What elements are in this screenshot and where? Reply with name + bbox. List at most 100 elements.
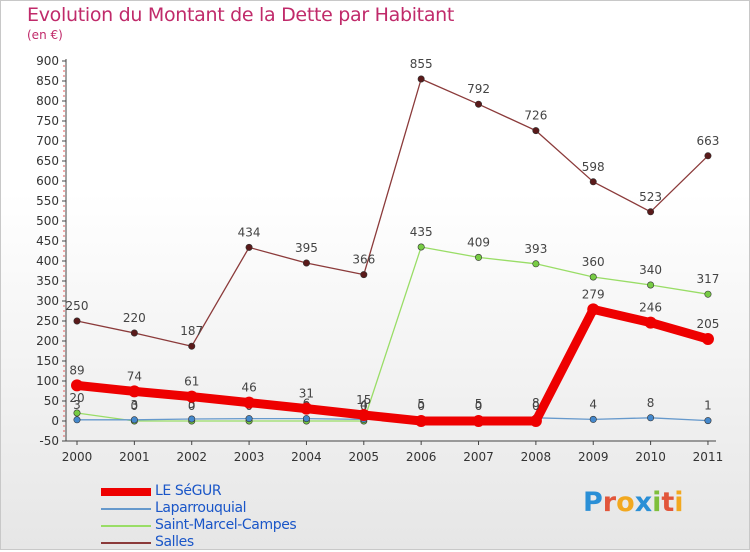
x-tick-label: 2005 [349,450,380,464]
data-point-salles [417,75,425,83]
data-label-saint-marcel-campes: 409 [467,235,490,249]
data-label-saint-marcel-campes: 393 [524,242,547,256]
y-tick-label: 350 [36,274,59,288]
data-label-le-s-gur: 279 [582,287,605,301]
data-label-saint-marcel-campes: 360 [582,255,605,269]
y-tick-label: 550 [36,194,59,208]
data-label-salles: 395 [295,241,318,255]
y-tick-label: 0 [51,414,59,428]
data-point-laparrouquial [130,416,138,424]
data-label-le-s-gur: 89 [69,363,84,377]
y-tick-label: 250 [36,314,59,328]
data-point-salles [704,152,712,160]
data-point-laparrouquial [245,415,253,423]
data-point-saint-marcel-campes [475,253,483,261]
logo-letter: r [602,487,617,518]
x-tick-label: 2008 [521,450,552,464]
legend-swatch [101,488,151,496]
x-tick-label: 2009 [578,450,609,464]
data-label-laparrouquial: 4 [360,397,368,411]
data-label-laparrouquial: 8 [532,396,540,410]
data-point-salles [245,243,253,251]
data-label-laparrouquial: 5 [188,397,196,411]
data-label-saint-marcel-campes: 0 [360,399,368,413]
data-label-saint-marcel-campes: 20 [69,391,84,405]
data-point-le-s-gur [644,316,657,329]
series-line-salles [76,78,709,347]
x-tick-label: 2011 [693,450,724,464]
legend-label: Laparrouquial [155,500,247,516]
data-label-le-s-gur: 61 [184,375,199,389]
data-label-le-s-gur: 205 [697,317,720,331]
y-tick-label: 850 [36,74,59,88]
data-label-saint-marcel-campes: 317 [697,272,720,286]
data-label-salles: 663 [697,134,720,148]
series-line-saint-marcel-campes [76,246,709,422]
data-label-le-s-gur: 74 [127,369,142,383]
data-point-salles [475,100,483,108]
data-label-laparrouquial: 4 [589,397,597,411]
data-point-laparrouquial [589,415,597,423]
y-tick-label: 500 [36,214,59,228]
data-point-salles [73,317,81,325]
data-label-salles: 187 [180,324,203,338]
data-point-salles [130,329,138,337]
data-point-le-s-gur [529,415,542,427]
data-label-laparrouquial: 5 [475,397,483,411]
data-label-saint-marcel-campes: 435 [410,225,433,239]
x-tick-label: 2007 [463,450,494,464]
data-label-salles: 220 [123,311,146,325]
data-label-salles: 366 [352,253,375,267]
data-label-le-s-gur: 0 [532,399,540,413]
data-label-salles: 726 [524,109,547,123]
chart-title: Evolution du Montant de la Dette par Hab… [27,4,455,26]
x-tick-label: 2010 [635,450,666,464]
data-point-laparrouquial [302,415,310,423]
data-label-salles: 855 [410,57,433,71]
data-label-salles: 523 [639,190,662,204]
data-label-le-s-gur: 46 [241,381,256,395]
data-label-laparrouquial: 3 [131,398,139,412]
x-tick-label: 2003 [234,450,265,464]
data-point-saint-marcel-campes [532,260,540,268]
data-point-laparrouquial [188,415,196,423]
data-label-salles: 250 [66,299,89,313]
y-tick-label: 150 [36,354,59,368]
logo-letter: i [674,487,684,518]
x-tick-label: 2002 [176,450,207,464]
y-tick-label: -50 [39,434,59,448]
data-label-laparrouquial: 3 [73,398,81,412]
data-label-salles: 792 [467,82,490,96]
data-point-le-s-gur [71,379,83,392]
y-tick-label: 400 [36,254,59,268]
data-label-saint-marcel-campes: 340 [639,263,662,277]
data-point-saint-marcel-campes [417,243,425,251]
data-label-le-s-gur: 246 [639,301,662,315]
logo-letter: P [583,487,603,518]
y-tick-label: 650 [36,154,59,168]
data-point-le-s-gur [472,415,485,427]
legend-label: LE SéGUR [155,483,222,499]
data-point-le-s-gur [357,409,370,421]
data-label-le-s-gur: 15 [356,393,371,407]
data-point-salles [532,127,540,135]
data-point-le-s-gur [185,390,198,403]
data-point-laparrouquial [647,414,655,422]
y-tick-label: 450 [36,234,59,248]
data-label-le-s-gur: 0 [475,399,483,413]
logo-letter: t [661,487,675,518]
data-point-laparrouquial [73,416,81,424]
series-line-le-s-gur [72,304,713,426]
proxiti-logo: Proxiti [583,487,684,518]
data-point-le-s-gur [128,385,141,398]
legend-swatch [101,525,151,527]
y-tick-label: 200 [36,334,59,348]
data-point-salles [647,208,655,216]
legend-swatch [101,542,151,544]
legend-label: Saint-Marcel-Campes [155,517,297,533]
y-tick-label: 100 [36,374,59,388]
data-label-laparrouquial: 5 [417,397,425,411]
logo-letter: o [616,487,635,518]
y-tick-label: 50 [44,394,59,408]
